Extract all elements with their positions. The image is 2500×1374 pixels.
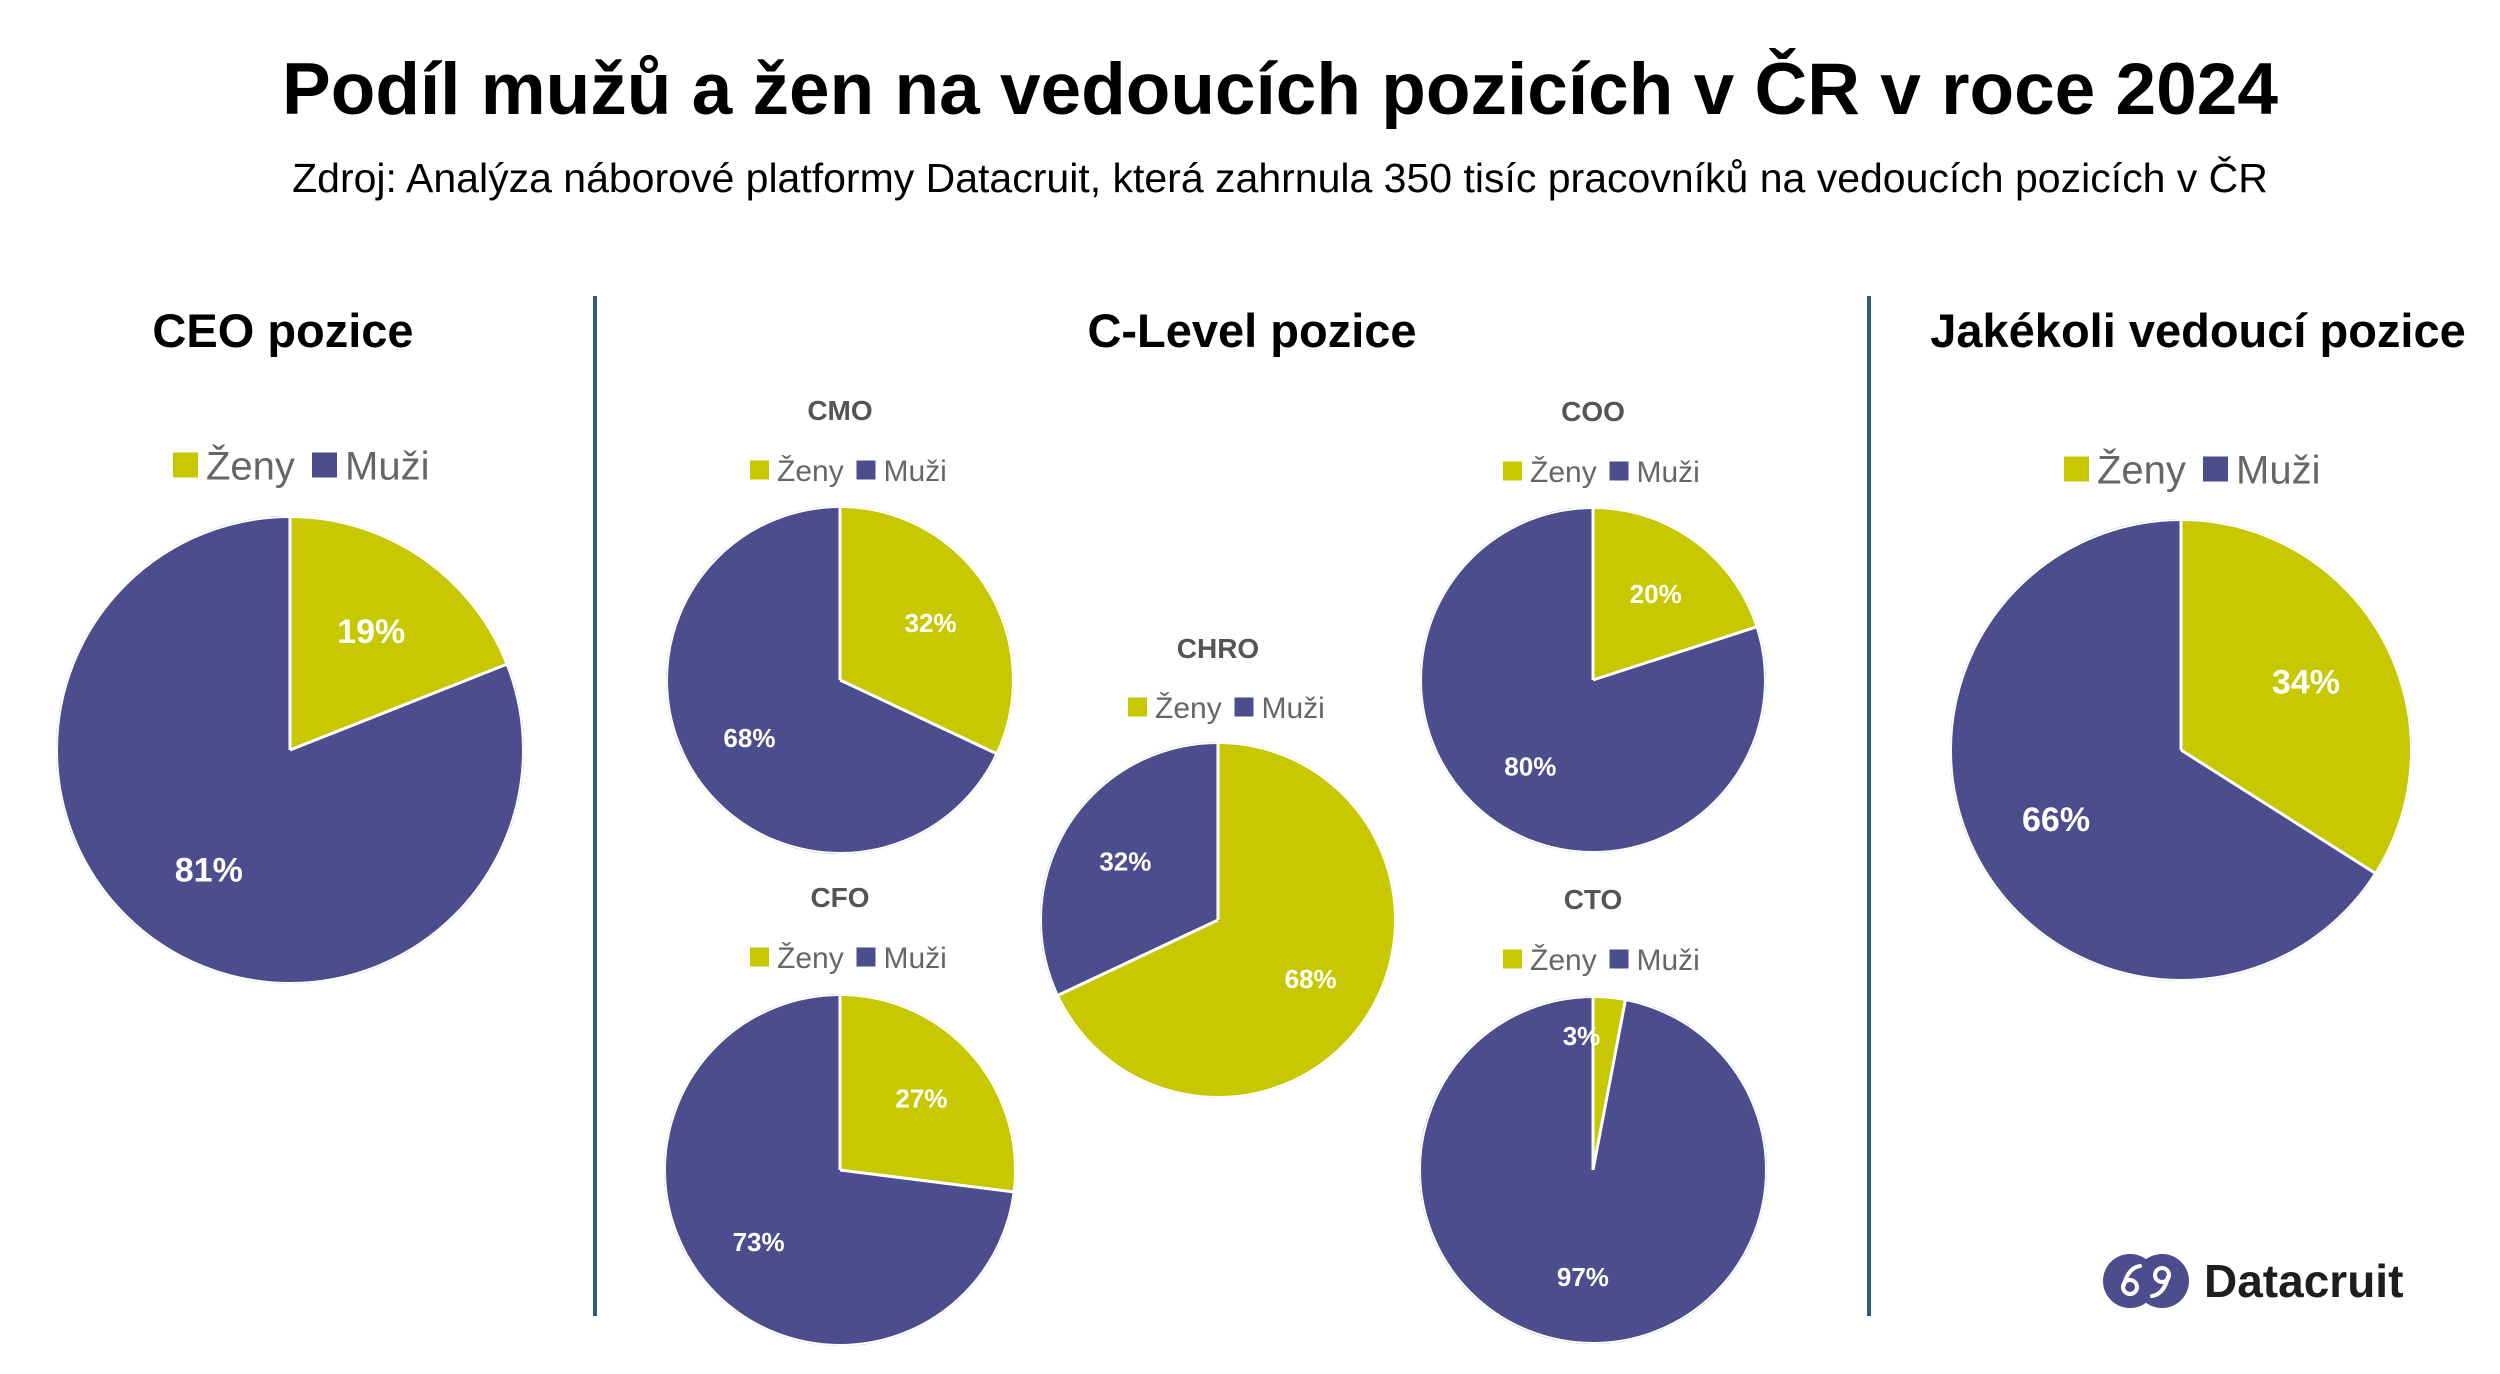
pie-outline-cmo (666, 506, 1014, 854)
legend-swatch-chro-1 (1234, 697, 1254, 717)
datacruit-logo-text: Datacruit (2204, 1255, 2404, 1307)
pie-outline-cto (1419, 996, 1767, 1344)
legend-swatch-ceo-0 (173, 452, 198, 478)
legend-label-coo-1: Muži (1637, 456, 1700, 489)
pie-outline-any (1950, 519, 2412, 981)
pie-chart-any: Ženy Muži 34% 66% (1950, 447, 2412, 981)
section-divider-left (593, 296, 597, 1316)
legend-label-chro-1: Muži (1262, 692, 1325, 725)
legend-swatch-cfo-0 (750, 947, 769, 967)
data-label-cfo-0: 27% (895, 1084, 947, 1114)
section-title-ceo: CEO pozice (152, 304, 414, 357)
data-label-any-0: 34% (2272, 664, 2340, 702)
pie-slice-border (1592, 625, 1758, 682)
section-title-any: Jakékoli vedoucí pozice (1930, 304, 2466, 357)
page-title: Podíl mužů a žen na vedoucích pozicích v… (282, 49, 2278, 130)
chart-title-cmo: CMO (807, 395, 872, 426)
pie-chart-chro: CHRO Ženy Muži 68% 32% (1040, 633, 1396, 1098)
pie-slice-border (2180, 748, 2377, 876)
legend-swatch-coo-1 (1609, 461, 1629, 481)
legend-label-chro-0: Ženy (1155, 692, 1222, 725)
data-label-cto-1: 97% (1557, 1262, 1609, 1292)
pie-outline-ceo (56, 516, 524, 984)
data-label-ceo-0: 19% (337, 613, 405, 651)
pie-slice-border (1591, 998, 1628, 1171)
data-label-ceo-1: 81% (175, 852, 243, 890)
legend-swatch-cto-1 (1609, 949, 1629, 969)
data-label-cmo-1: 68% (723, 723, 775, 753)
pie-slice-border (839, 1168, 1015, 1194)
datacruit-logo: Datacruit (2100, 1250, 2403, 1312)
data-label-chro-0: 68% (1285, 964, 1337, 994)
legend-swatch-ceo-1 (312, 452, 337, 478)
legend-label-cfo-0: Ženy (777, 942, 844, 975)
legend-swatch-cfo-1 (856, 947, 876, 967)
legend-swatch-cmo-0 (750, 460, 769, 480)
pie-slice-border (839, 678, 999, 756)
legend-swatch-chro-0 (1128, 697, 1147, 717)
data-label-coo-1: 80% (1504, 752, 1556, 782)
legend-label-cto-0: Ženy (1530, 944, 1597, 977)
datacruit-logo-icon (2103, 1254, 2189, 1308)
pie-chart-cfo: CFO Ženy Muži 27% 73% (664, 882, 1016, 1346)
legend-swatch-cmo-1 (856, 460, 876, 480)
legend-swatch-any-0 (2064, 456, 2089, 482)
pie-chart-cto: CTO Ženy Muži 3% 97% (1419, 884, 1768, 1344)
data-label-cmo-0: 32% (905, 608, 957, 638)
pie-slice-border (1056, 918, 1219, 998)
data-label-chro-1: 32% (1099, 847, 1151, 877)
legend-label-any-1: Muži (2236, 448, 2320, 492)
legend-label-ceo-0: Ženy (206, 443, 295, 488)
legend-label-ceo-1: Muži (345, 444, 429, 488)
pie-outline-cfo (664, 994, 1016, 1346)
page-subtitle: Zdroj: Analýza náborové platformy Datacr… (292, 155, 2268, 201)
legend-swatch-cto-0 (1503, 949, 1522, 969)
data-label-any-1: 66% (2022, 801, 2090, 839)
chart-title-cto: CTO (1564, 884, 1623, 915)
section-title-clevel: C-Level pozice (1087, 304, 1417, 357)
legend-label-cfo-1: Muži (884, 942, 947, 975)
legend-label-cmo-1: Muži (884, 455, 947, 488)
legend-label-coo-0: Ženy (1530, 456, 1597, 489)
section-divider-right (1867, 296, 1871, 1316)
data-label-coo-0: 20% (1630, 579, 1682, 609)
legend-swatch-any-1 (2203, 456, 2228, 482)
pie-chart-coo: COO Ženy Muži 20% 80% (1419, 396, 1766, 853)
legend-label-cto-1: Muži (1637, 944, 1700, 977)
pie-outline-coo (1420, 507, 1766, 853)
data-label-cfo-1: 73% (733, 1227, 785, 1257)
legend-label-any-0: Ženy (2097, 447, 2186, 492)
legend-swatch-coo-0 (1503, 461, 1522, 481)
chart-title-cfo: CFO (810, 882, 869, 913)
pie-chart-cmo: CMO Ženy Muži 32% 68% (666, 395, 1014, 854)
pie-chart-ceo: Ženy Muži 19% 81% (56, 443, 524, 984)
chart-title-chro: CHRO (1177, 633, 1259, 664)
pie-outline-chro (1040, 742, 1396, 1098)
legend-label-cmo-0: Ženy (777, 455, 844, 488)
data-label-cto-0: 3% (1563, 1021, 1601, 1051)
chart-title-coo: COO (1561, 396, 1625, 427)
pie-slice-border (289, 662, 509, 752)
